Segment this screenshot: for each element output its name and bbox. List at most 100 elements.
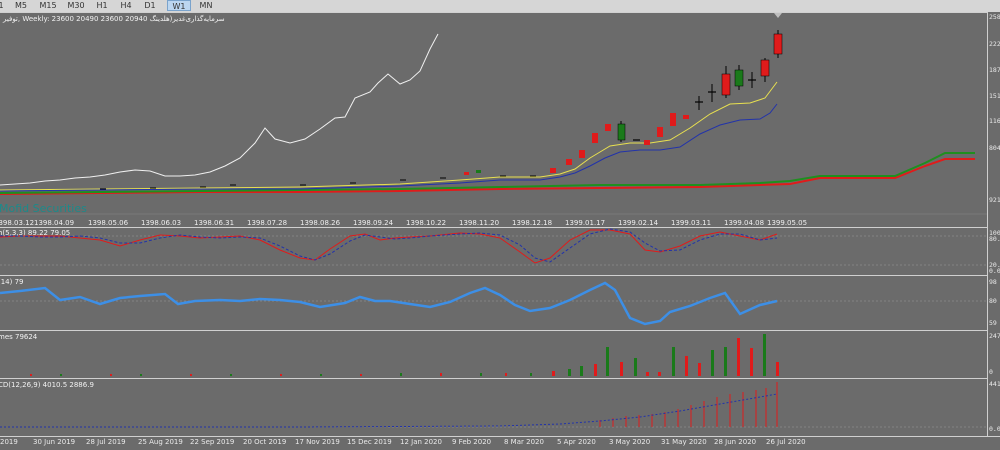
rsi-pane[interactable] <box>0 275 987 330</box>
time-tick: 31 May 2020 <box>661 438 707 446</box>
volume-bar <box>320 374 322 376</box>
volume-bars <box>30 334 779 376</box>
jalali-date: 1398.10.22 <box>406 219 447 227</box>
time-axis[interactable]: 2019 30 Jun 2019 28 Jul 2019 25 Aug 2019… <box>0 436 1000 450</box>
candle <box>683 115 689 119</box>
stoch-signal-line <box>0 228 778 263</box>
tf-button-h4[interactable]: H4 <box>120 1 132 10</box>
volume-bar <box>698 363 701 376</box>
ma-blue-line <box>0 103 778 192</box>
volume-bar <box>568 369 571 376</box>
time-tick: 8 Mar 2020 <box>504 438 544 446</box>
tf-button-w1[interactable]: W1 <box>167 0 191 11</box>
rsi-line <box>0 281 778 326</box>
rsi-label: (14) 79 <box>0 278 24 286</box>
price-tick: 222 <box>989 40 1000 48</box>
candle <box>617 123 626 141</box>
volumes-pane[interactable] <box>0 330 987 378</box>
jalali-date: 1398.06.31 <box>194 219 235 227</box>
time-tick: 28 Jun 2020 <box>714 438 757 446</box>
stochastic-axis[interactable]: 100. 80.0 20.0 0.00 <box>987 227 1000 275</box>
volume-bar <box>230 374 232 376</box>
price-axis[interactable]: 258 222 187 151 116 804 921 <box>987 12 1000 227</box>
stoch-tick: 0.00 <box>989 267 1000 275</box>
candle <box>760 59 770 77</box>
volume-bar <box>440 373 442 376</box>
price-tick: 258 <box>989 13 1000 21</box>
stochastic-label: h(5,3,3) 89.22 79.05 <box>0 229 71 237</box>
stoch-main-line <box>0 229 778 264</box>
candle <box>476 170 481 173</box>
jalali-date: 1399.04.08 <box>724 219 765 227</box>
volume-bar <box>685 356 688 376</box>
candle <box>566 159 572 165</box>
tf-button-mn[interactable]: MN <box>199 1 213 10</box>
volume-bar <box>737 338 740 376</box>
tf-button-1[interactable]: 1 <box>0 1 4 10</box>
candle <box>657 127 663 137</box>
price-tick: 187 <box>989 66 1000 74</box>
price-tick: 921 <box>989 196 1000 204</box>
volume-tick: 0 <box>989 368 993 376</box>
price-tick: 116 <box>989 117 1000 125</box>
time-tick: 9 Feb 2020 <box>452 438 492 446</box>
volume-bar <box>400 373 402 376</box>
time-tick: 3 May 2020 <box>609 438 651 446</box>
tf-button-h1[interactable]: H1 <box>96 1 108 10</box>
jalali-date: 1398.11.20 <box>459 219 500 227</box>
tf-button-m15[interactable]: M15 <box>39 1 57 10</box>
volume-bar <box>750 348 753 376</box>
jalali-date: 1398.06.03 <box>141 219 182 227</box>
candle <box>773 33 783 55</box>
macd-axis[interactable]: 4418 0.00 <box>987 378 1000 436</box>
rsi-axis[interactable]: 98 80 59 <box>987 275 1000 330</box>
volume-bar <box>724 347 727 376</box>
candle <box>464 172 469 175</box>
jalali-date: 1398.12.18 <box>512 219 553 227</box>
macd-histogram <box>599 382 778 427</box>
rsi-tick: 59 <box>989 319 997 327</box>
chart-header: توفیر, Weekly: 23600 20490 23600 20940 س… <box>3 15 225 23</box>
rsi-tick: 98 <box>989 278 997 286</box>
volume-bar <box>672 347 675 376</box>
tf-button-m5[interactable]: M5 <box>15 1 27 10</box>
ma-green-line <box>0 152 975 194</box>
volume-bar <box>711 350 714 376</box>
volumes-axis[interactable]: 247 0 <box>987 330 1000 378</box>
volume-bar <box>606 347 609 376</box>
volume-bar <box>30 374 32 376</box>
volume-bar <box>360 374 362 376</box>
time-tick: 15 Dec 2019 <box>347 438 392 446</box>
volume-bar <box>763 334 766 376</box>
price-marker-icon <box>774 13 782 18</box>
jalali-date: 1399.02.14 <box>618 219 659 227</box>
tf-button-d1[interactable]: D1 <box>144 1 156 10</box>
volume-bar <box>60 374 62 376</box>
grid-lines <box>0 235 987 428</box>
candle <box>644 140 650 145</box>
jalali-date: 1398.05.06 <box>88 219 129 227</box>
macd-signal-line <box>0 393 778 428</box>
macd-tick: 0.00 <box>989 425 1000 433</box>
time-tick: 17 Nov 2019 <box>295 438 340 446</box>
jalali-date: 1399.03.11 <box>671 219 712 227</box>
jalali-date: 1398.07.28 <box>247 219 288 227</box>
jalali-date: 1398.09.24 <box>353 219 394 227</box>
jalali-date: 1399.01.17 <box>565 219 606 227</box>
jalali-date: 1399.05.05 <box>767 219 808 227</box>
volume-bar <box>658 372 661 376</box>
macd-tick: 4418 <box>989 380 1000 388</box>
volume-bar <box>110 374 112 376</box>
time-tick: 5 Apr 2020 <box>557 438 596 446</box>
time-tick: 22 Sep 2019 <box>190 438 235 446</box>
time-tick: 25 Aug 2019 <box>138 438 183 446</box>
macd-label: CD(12,26,9) 4010.5 2886.9 <box>0 381 94 389</box>
time-tick: 30 Jun 2019 <box>33 438 76 446</box>
stoch-tick: 100. <box>989 229 1000 237</box>
jalali-date: 1398.03.12 <box>0 219 35 227</box>
tf-button-m30[interactable]: M30 <box>67 1 85 10</box>
candle <box>721 73 731 96</box>
price-tick: 804 <box>989 144 1000 152</box>
volume-bar <box>634 358 637 376</box>
volume-bar <box>620 362 623 376</box>
